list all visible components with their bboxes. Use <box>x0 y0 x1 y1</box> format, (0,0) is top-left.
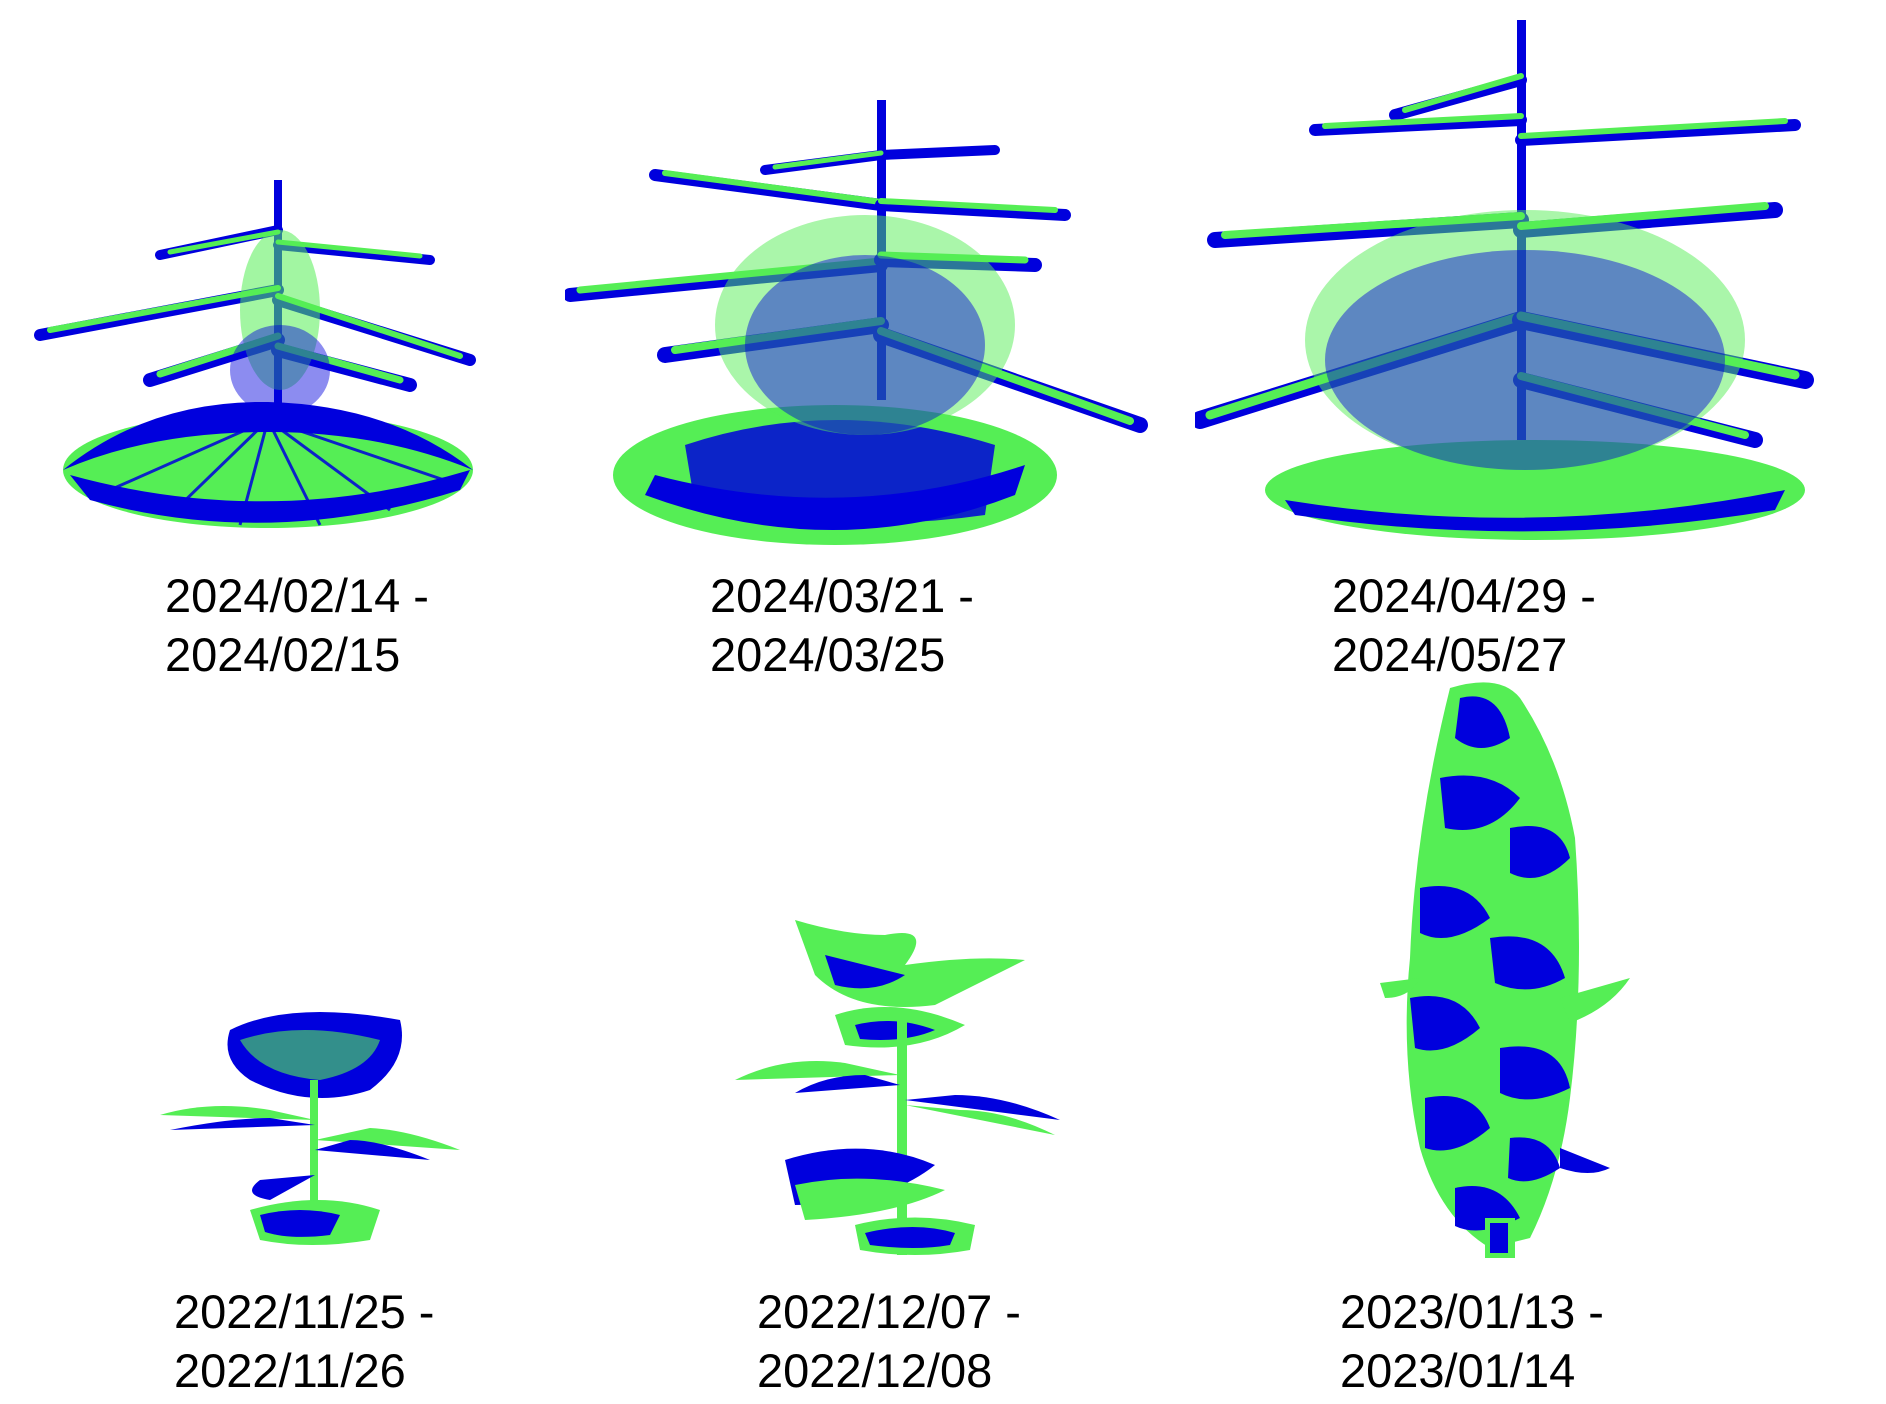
plant-point-cloud <box>34 180 476 528</box>
caption-line-1: 2024/04/29 - <box>1332 569 1596 622</box>
caption-line-1: 2024/03/21 - <box>710 569 974 622</box>
plant-point-cloud <box>1195 20 1814 540</box>
date-range-caption: 2024/04/29 - 2024/05/27 <box>1332 566 1596 684</box>
caption-line-1: 2022/12/07 - <box>757 1285 1021 1338</box>
date-range-caption: 2024/03/21 - 2024/03/25 <box>710 566 974 684</box>
caption-line-2: 2022/12/08 <box>757 1344 993 1397</box>
date-range-caption: 2023/01/13 - 2023/01/14 <box>1340 1282 1604 1400</box>
caption-line-2: 2022/11/26 <box>174 1344 406 1397</box>
caption-line-2: 2024/05/27 <box>1332 628 1568 681</box>
date-range-caption: 2022/12/07 - 2022/12/08 <box>757 1282 1021 1400</box>
caption-line-2: 2023/01/14 <box>1340 1344 1576 1397</box>
caption-line-2: 2024/03/25 <box>710 628 946 681</box>
caption-line-2: 2024/02/15 <box>165 628 401 681</box>
plant-point-cloud <box>160 1012 460 1245</box>
date-range-caption: 2024/02/14 - 2024/02/15 <box>165 566 429 684</box>
plant-point-cloud <box>1380 682 1630 1258</box>
caption-line-1: 2024/02/14 - <box>165 569 429 622</box>
plant-point-cloud <box>735 920 1060 1255</box>
date-range-caption: 2022/11/25 - 2022/11/26 <box>174 1282 434 1400</box>
plant-point-cloud <box>565 100 1148 545</box>
caption-line-1: 2022/11/25 - <box>174 1285 435 1338</box>
caption-line-1: 2023/01/13 - <box>1340 1285 1604 1338</box>
